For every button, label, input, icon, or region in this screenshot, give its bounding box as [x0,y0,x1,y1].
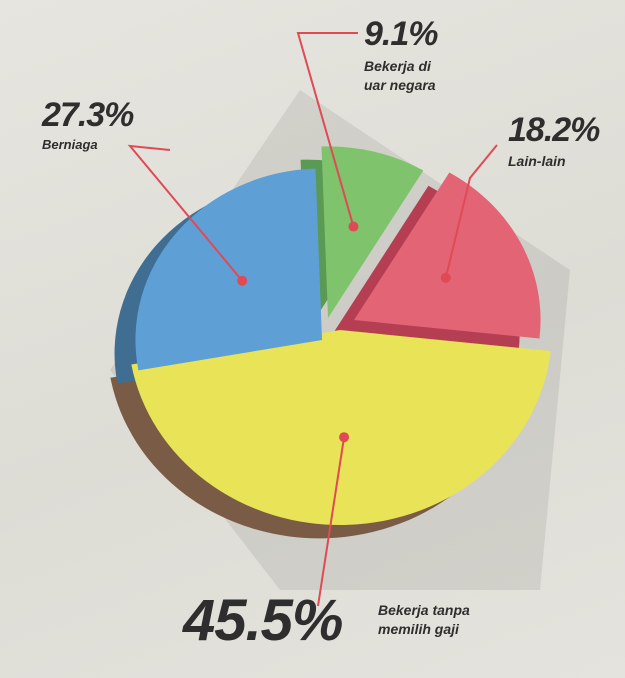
slice-0-leader-dot [339,432,350,443]
slice-1-percent: 27.3% [42,96,134,134]
slice-1-wedge [135,168,322,371]
slice-3-leader-line [444,144,498,279]
slice-0-leader-line [317,437,346,607]
slice-2-label-line-2: uar negara [364,77,436,93]
slice-2-wedge [321,146,424,318]
slice-0-label-line-1: Bekerja tanpa [378,602,470,618]
slice-1-leader-dot [237,275,248,286]
slice-1-leader-line [127,144,243,282]
slice-3-label-line-1: Lain-lain [508,153,566,169]
slice-1-label-line-1: Berniaga [42,137,98,152]
slice-0-wedge [131,330,551,526]
slice-2-percent: 9.1% [364,15,438,53]
slice-2-leader-line [296,32,358,227]
slice-3-wedge [354,172,541,339]
slice-3-leader-dot [440,272,451,283]
slice-3-percent: 18.2% [508,111,600,149]
slice-2-leader-dot [348,221,359,232]
slice-0-percent: 45.5% [183,588,343,653]
slice-2-label-line-1: Bekerja di [364,58,431,74]
slice-0-label-line-2: memilih gaji [378,621,459,637]
